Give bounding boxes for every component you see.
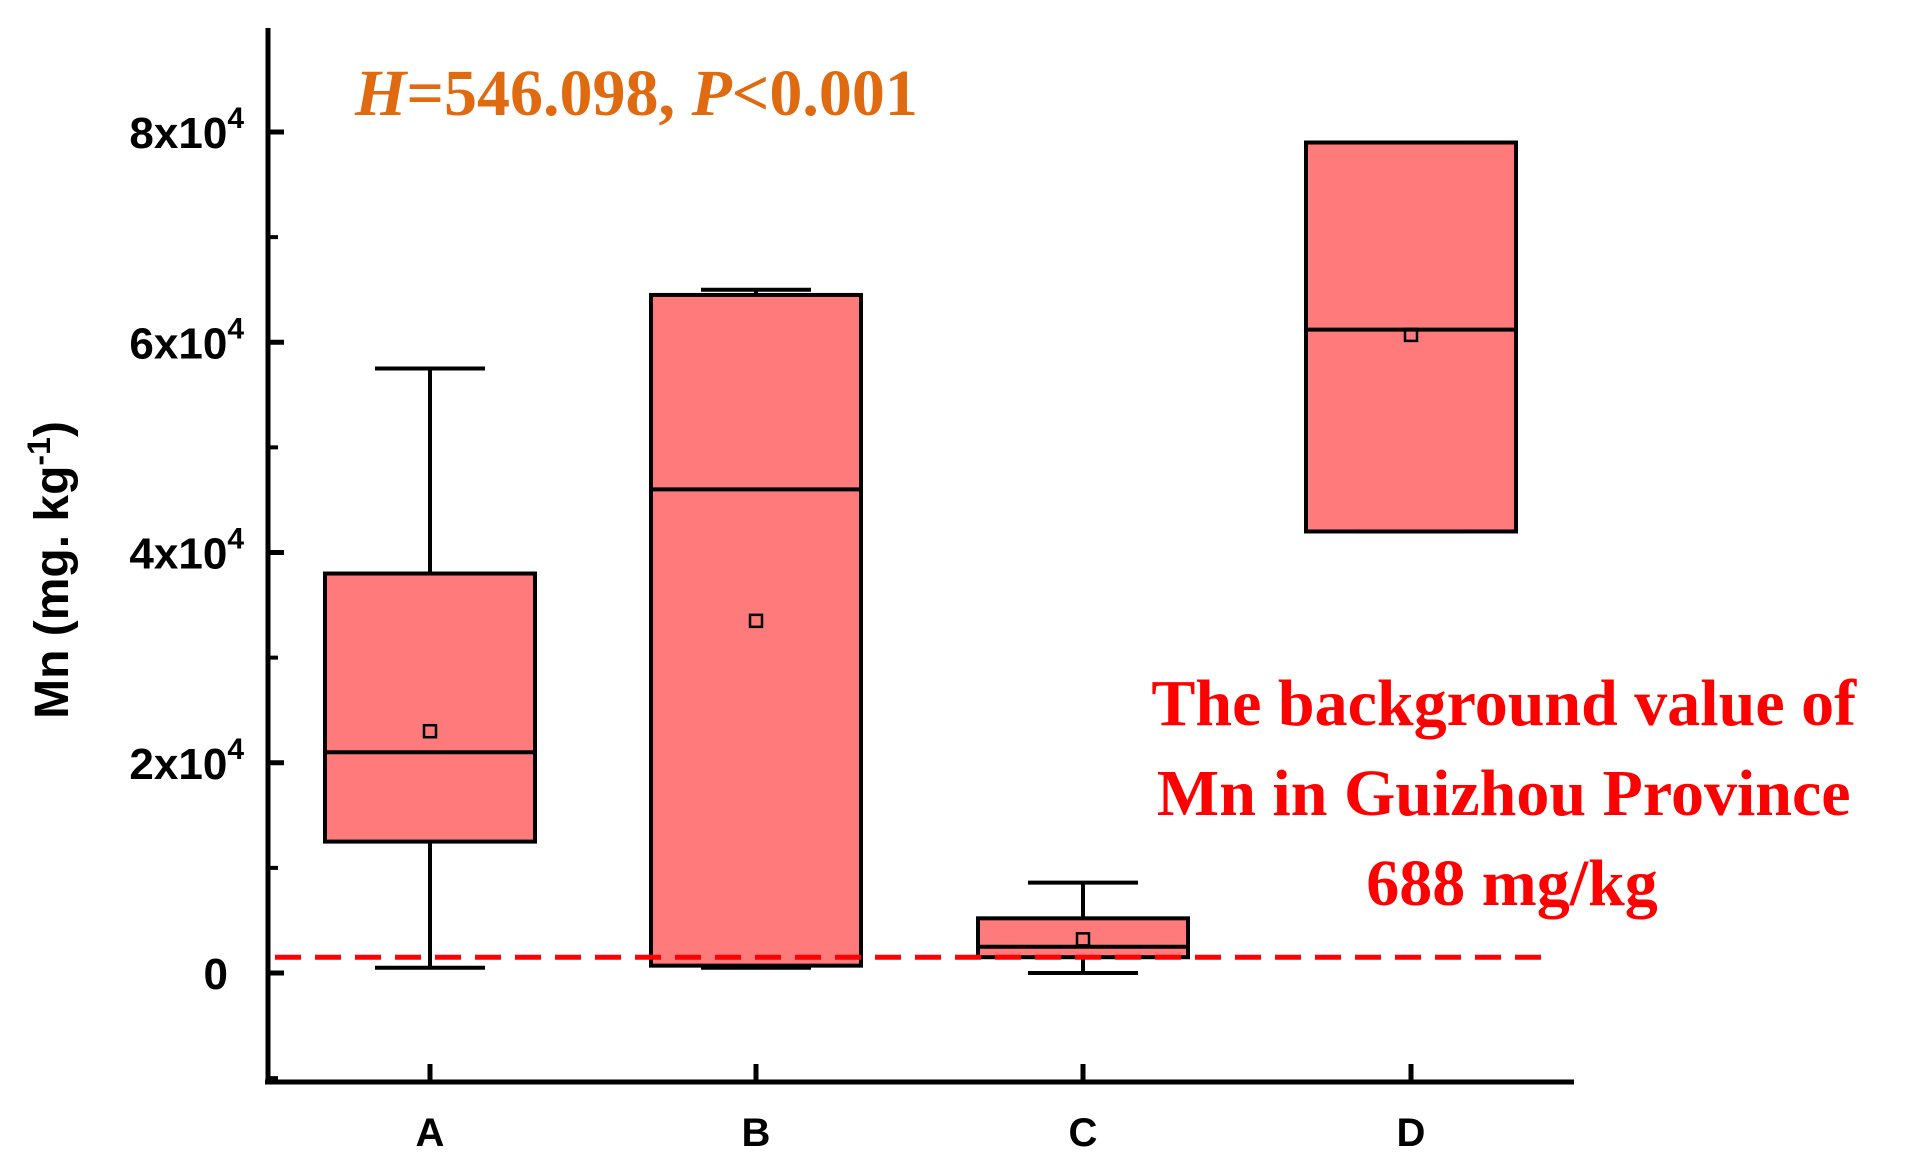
x-category-label: D bbox=[1397, 1111, 1426, 1155]
x-category-label: A bbox=[416, 1111, 445, 1155]
mean-marker bbox=[748, 613, 764, 629]
box-C bbox=[976, 880, 1190, 975]
mean-marker bbox=[1403, 327, 1419, 343]
background-value-annotation: The background value of Mn in Guizhou Pr… bbox=[1151, 667, 1872, 920]
box-A bbox=[323, 366, 537, 970]
y-tick-label: 2x104 bbox=[129, 733, 244, 789]
y-tick-label: 0 bbox=[204, 950, 228, 999]
box-D bbox=[1304, 140, 1518, 534]
mean-marker bbox=[1075, 932, 1091, 947]
y-tick-label: 8x104 bbox=[129, 102, 244, 158]
interquartile-box bbox=[976, 916, 1190, 960]
interquartile-box bbox=[1304, 140, 1518, 534]
annotation-line-2: Mn in Guizhou Province bbox=[1157, 757, 1851, 830]
kruskal-wallis-statistic: H=546.098, P<0.001 bbox=[354, 57, 918, 130]
x-category-label: B bbox=[742, 1111, 771, 1155]
annotation-line-3: 688 mg/kg bbox=[1366, 847, 1658, 920]
x-category-label: C bbox=[1069, 1111, 1098, 1155]
interquartile-box bbox=[323, 571, 537, 844]
interquartile-box bbox=[649, 292, 863, 968]
ticks-layer: 0 2x104 4x104 6x104 8x104 A B C D bbox=[129, 102, 1425, 1155]
box-B bbox=[649, 287, 863, 970]
boxes-layer bbox=[323, 140, 1518, 975]
y-axis-label: Mn (mg. kg-1) bbox=[21, 421, 79, 719]
annotation-line-1: The background value of bbox=[1151, 667, 1857, 740]
y-tick-label: 4x104 bbox=[129, 523, 244, 579]
mean-marker bbox=[422, 723, 438, 739]
y-tick-label: 6x104 bbox=[129, 312, 244, 368]
